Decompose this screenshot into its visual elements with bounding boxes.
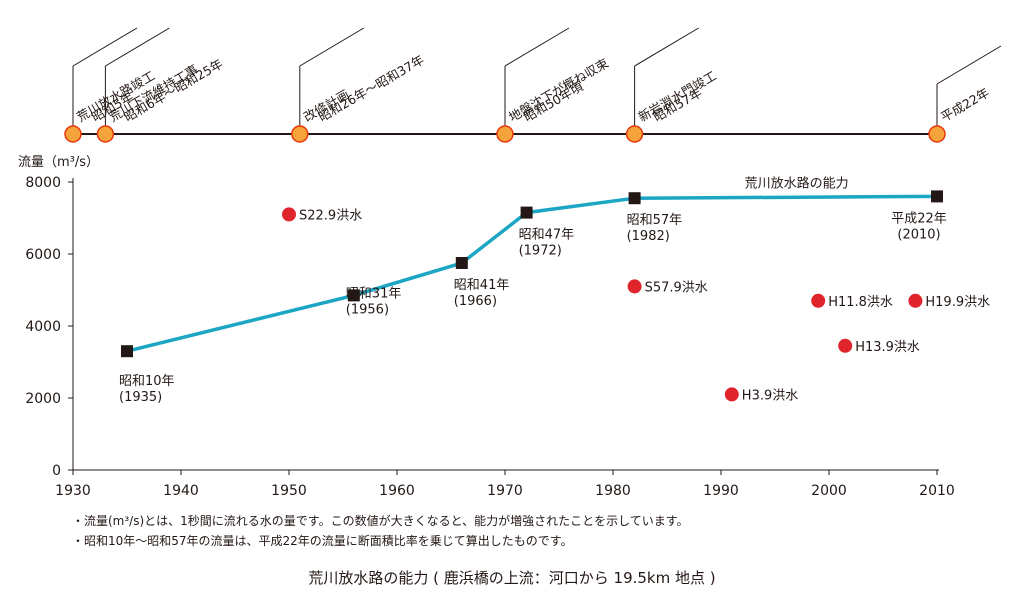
flood-point-label: H3.9洪水 bbox=[742, 388, 798, 403]
milestone-marker bbox=[291, 125, 309, 143]
milestone-leader-diagonal bbox=[105, 27, 170, 67]
flood-point bbox=[908, 293, 923, 308]
flood-point bbox=[627, 279, 642, 294]
x-tick-label: 1930 bbox=[55, 483, 91, 499]
capacity-line bbox=[126, 194, 938, 353]
notes: ・流量(m³/s)とは、1秒間に流れる水の量です。この数値が大きくなると、能力が… bbox=[72, 511, 689, 551]
capacity-point-year: (1935) bbox=[119, 390, 162, 405]
milestone-marker bbox=[625, 125, 644, 143]
flood-point-label: S22.9洪水 bbox=[299, 208, 362, 223]
capacity-point-label: 昭和10年 bbox=[119, 374, 175, 389]
x-tick-label: 2010 bbox=[919, 483, 955, 499]
x-tick-label: 1970 bbox=[487, 483, 523, 499]
x-tick-label: 1980 bbox=[595, 483, 631, 499]
milestone-marker bbox=[64, 125, 82, 143]
capacity-point-label: 昭和47年 bbox=[519, 228, 575, 243]
milestone-leader-diagonal bbox=[634, 27, 699, 67]
flood-point-label: H13.9洪水 bbox=[855, 340, 920, 355]
y-tick-label: 8000 bbox=[25, 175, 61, 191]
y-tick-label: 4000 bbox=[25, 319, 61, 335]
milestone-leader-diagonal bbox=[936, 45, 1002, 85]
chart-caption: 荒川放水路の能力 ( 鹿浜橋の上流：河口から 19.5km 地点 ) bbox=[308, 569, 716, 587]
capacity-point-year: (1982) bbox=[627, 229, 670, 244]
flood-point-label: H19.9洪水 bbox=[925, 295, 990, 310]
y-tick-label: 2000 bbox=[25, 391, 61, 407]
milestone-marker bbox=[928, 125, 946, 143]
capacity-point bbox=[520, 206, 533, 219]
note-flow-definition: ・流量(m³/s)とは、1秒間に流れる水の量です。この数値が大きくなると、能力が… bbox=[72, 514, 689, 528]
milestone-marker bbox=[496, 125, 514, 143]
x-tick-label: 2000 bbox=[811, 483, 847, 499]
capacity-point-year: (1966) bbox=[454, 294, 497, 309]
capacity-point-year: (2010) bbox=[897, 227, 940, 242]
capacity-point-label: 昭和31年 bbox=[346, 286, 402, 301]
capacity-point-year: (1956) bbox=[346, 302, 389, 317]
capacity-point-label: 昭和41年 bbox=[454, 278, 510, 293]
flood-point bbox=[811, 293, 826, 308]
x-tick-label: 1990 bbox=[703, 483, 739, 499]
capacity-point bbox=[455, 257, 468, 269]
flood-point-label: H11.8洪水 bbox=[828, 295, 893, 310]
flood-point-label: S57.9洪水 bbox=[645, 280, 708, 295]
capacity-point bbox=[121, 345, 133, 358]
capacity-point bbox=[931, 190, 943, 203]
flood-point bbox=[838, 338, 853, 353]
milestone-leader-diagonal bbox=[72, 27, 138, 67]
milestone-text: 平成22年 bbox=[938, 85, 992, 125]
x-tick-label: 1960 bbox=[379, 483, 415, 499]
y-tick-label: 6000 bbox=[25, 247, 61, 263]
capacity-point bbox=[347, 289, 360, 302]
y-axis-label: 流量（m³/s） bbox=[18, 155, 99, 170]
milestone-marker bbox=[96, 125, 115, 143]
milestone-leader-diagonal bbox=[299, 27, 365, 67]
capacity-point-year: (1972) bbox=[519, 244, 562, 259]
y-tick-label: 0 bbox=[52, 463, 61, 479]
capacity-point bbox=[628, 192, 641, 205]
milestone-text: 新岩淵水門竣工 bbox=[636, 68, 719, 125]
milestone-leader-diagonal bbox=[504, 27, 570, 67]
flood-point bbox=[724, 387, 739, 402]
milestone-text: 昭和26年～昭和37年 bbox=[316, 52, 427, 125]
capacity-point-label: 平成22年 bbox=[891, 211, 947, 226]
x-tick-label: 1950 bbox=[271, 483, 307, 499]
timeline-milestone: 平成22年 bbox=[928, 45, 1002, 143]
capacity-series-label: 荒川放水路の能力 bbox=[745, 175, 849, 191]
milestone-text: 地盤沈下が概ね収束 bbox=[506, 55, 611, 124]
capacity-point-label: 昭和57年 bbox=[627, 213, 683, 228]
x-tick-label: 1940 bbox=[163, 483, 199, 499]
flood-point bbox=[282, 207, 296, 222]
note-calculation: ・昭和10年～昭和57年の流量は、平成22年の流量に断面積比率を乗じて算出したも… bbox=[72, 534, 573, 548]
